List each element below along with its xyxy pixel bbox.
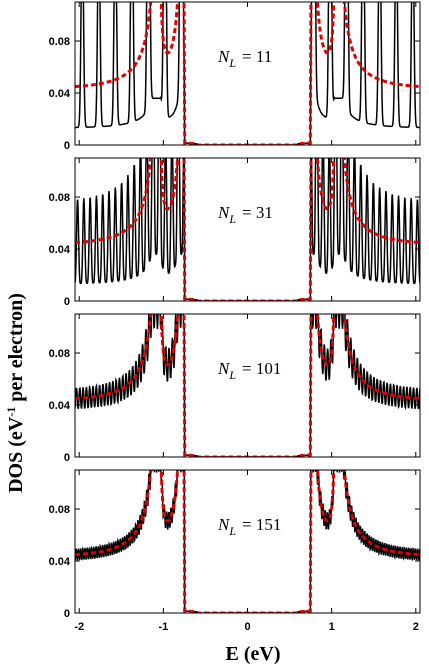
panel-label-sub: L (228, 212, 236, 226)
series-reference-panel-1 (75, 2, 420, 145)
panel-2: 0 0.04 0.08 NL = 31 (49, 157, 421, 308)
series-finite-panel-3 (75, 314, 420, 457)
panel-label-value: = 31 (242, 203, 273, 222)
panel-label-value: = 101 (242, 359, 281, 378)
x-tick-label: 2 (413, 621, 419, 633)
series-finite-panel-4 (75, 470, 420, 613)
panel-label-base: N (217, 515, 231, 534)
panel-label-2: NL = 31 (217, 203, 273, 226)
series-reference-panel-3 (75, 314, 420, 457)
panel-label-base: N (217, 203, 231, 222)
series-reference-panel-4 (75, 470, 420, 613)
series-finite-panel-1 (75, 2, 420, 145)
series-finite-panel-2 (75, 158, 420, 301)
x-axis-title: E (eV) (226, 643, 281, 665)
x-tick-label: 0 (244, 621, 250, 633)
x-tick-label: -1 (158, 621, 168, 633)
y-axis-title: DOS (eV-1 per electron) (4, 293, 27, 493)
panel-label-sub: L (228, 524, 236, 538)
y-tick-label: 0 (64, 296, 70, 308)
panel-label-base: N (217, 359, 231, 378)
panel-1: 0 0.04 0.08 NL = 11 (49, 1, 421, 152)
panel-label-value: = 11 (242, 47, 272, 66)
y-tick-label: 0.04 (49, 400, 71, 412)
x-tick-label: 1 (329, 621, 335, 633)
y-axis-title-rest: per electron) (5, 293, 27, 407)
panel-label-base: N (217, 47, 231, 66)
x-tick-labels: -2 -1 0 1 2 (74, 621, 419, 633)
panel-3: 0 0.04 0.08 NL = 101 (49, 313, 421, 464)
panel-label-1: NL = 11 (217, 47, 272, 70)
panel-label-value: = 151 (242, 515, 281, 534)
panel-label-sub: L (228, 368, 236, 382)
y-tick-label: 0 (64, 608, 70, 620)
y-tick-label: 0.04 (49, 244, 71, 256)
y-tick-label: 0 (64, 140, 70, 152)
panel-4: 0 0.04 0.08 NL = 151 (49, 469, 421, 620)
y-tick-label: 0.08 (49, 36, 70, 48)
panel-label-4: NL = 151 (217, 515, 281, 538)
x-tick-label: -2 (74, 621, 84, 633)
y-tick-label: 0.04 (49, 88, 71, 100)
y-tick-label: 0.08 (49, 192, 70, 204)
y-axis-title-sup: -1 (4, 407, 18, 417)
panel-label-sub: L (228, 56, 236, 70)
y-tick-label: 0.08 (49, 504, 70, 516)
series-reference-panel-2 (75, 158, 420, 301)
y-tick-label: 0 (64, 452, 70, 464)
y-tick-label: 0.04 (49, 556, 71, 568)
y-axis-title-main: DOS (eV (5, 416, 27, 493)
panel-label-3: NL = 101 (217, 359, 281, 382)
y-tick-label: 0.08 (49, 348, 70, 360)
